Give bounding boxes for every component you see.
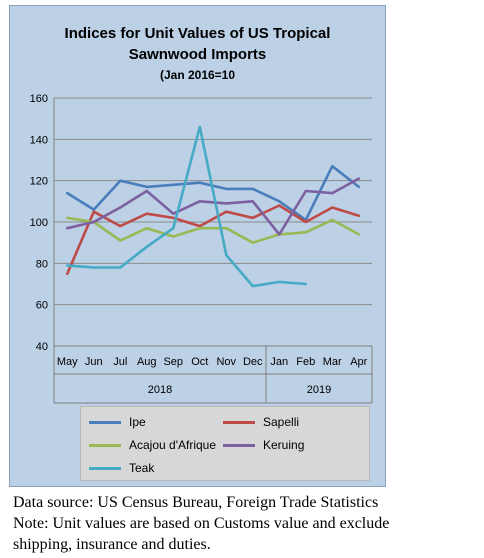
- y-tick-label: 40: [36, 341, 48, 353]
- x-tick-label: Sep: [163, 356, 183, 368]
- x-tick-label: Apr: [350, 356, 367, 368]
- y-tick-label: 80: [36, 258, 48, 270]
- y-tick-label: 140: [30, 134, 48, 146]
- y-tick-label: 100: [30, 217, 48, 229]
- legend-item-sapelli: Sapelli: [223, 414, 299, 430]
- legend-item-acajou-d-afrique: Acajou d'Afrique: [89, 437, 216, 453]
- y-tick-label: 160: [30, 93, 48, 105]
- x-tick-label: May: [57, 356, 78, 368]
- x-tick-label: Feb: [296, 356, 315, 368]
- year-label: 2018: [148, 384, 172, 396]
- series-line-sapelli: [66, 204, 361, 275]
- footnote-source: Data source: US Census Bureau, Foreign T…: [13, 494, 379, 511]
- chart-subtitle: (Jan 2016=10: [159, 68, 236, 82]
- x-tick-label: Jan: [270, 356, 288, 368]
- y-tick-label: 120: [30, 176, 48, 188]
- legend-item-teak: Teak: [89, 460, 154, 476]
- series-line-keruing: [66, 177, 361, 236]
- legend-swatch: [89, 420, 121, 424]
- x-tick-label: Oct: [191, 356, 208, 368]
- footnote-note-line-2: shipping, insurance and duties.: [13, 536, 211, 553]
- legend-swatch: [223, 443, 255, 447]
- footnote-note-line-1: Note: Unit values are based on Customs v…: [13, 515, 390, 532]
- x-tick-label: Mar: [323, 356, 342, 368]
- legend-swatch: [223, 420, 255, 424]
- legend-label: Ipe: [129, 415, 146, 429]
- legend-label: Sapelli: [263, 415, 300, 429]
- chart-svg: 40 60 80 100 120 140 160 May Jun Jul Aug Sep Oct Nov D…: [30, 93, 373, 404]
- x-tick-label: Aug: [137, 356, 157, 368]
- legend-label: Keruing: [263, 438, 305, 452]
- series-line-acajou-d-afrique: [66, 216, 361, 244]
- chart-title-line-1: Indices for Unit Values of US Tropical: [64, 25, 331, 42]
- x-tick-label: Nov: [216, 356, 236, 368]
- year-label: 2019: [307, 384, 331, 396]
- series-line-teak: [66, 125, 308, 288]
- legend-item-ipe: Ipe: [89, 414, 146, 430]
- x-tick-label: Jul: [113, 356, 127, 368]
- y-tick-label: 60: [36, 300, 48, 312]
- legend-swatch: [89, 466, 121, 470]
- chart-panel: Indices for Unit Values of US Tropical S…: [9, 5, 386, 487]
- chart-title-line-2: Sawnwood Imports: [128, 46, 267, 63]
- legend: Ipe Sapelli Acajou d'Afrique Keruing Teak: [80, 406, 370, 481]
- x-tick-label: Dec: [243, 356, 263, 368]
- legend-label: Teak: [129, 461, 155, 475]
- legend-label: Acajou d'Afrique: [129, 438, 217, 452]
- legend-item-keruing: Keruing: [223, 437, 304, 453]
- x-tick-label: Jun: [85, 356, 103, 368]
- legend-swatch: [89, 443, 121, 447]
